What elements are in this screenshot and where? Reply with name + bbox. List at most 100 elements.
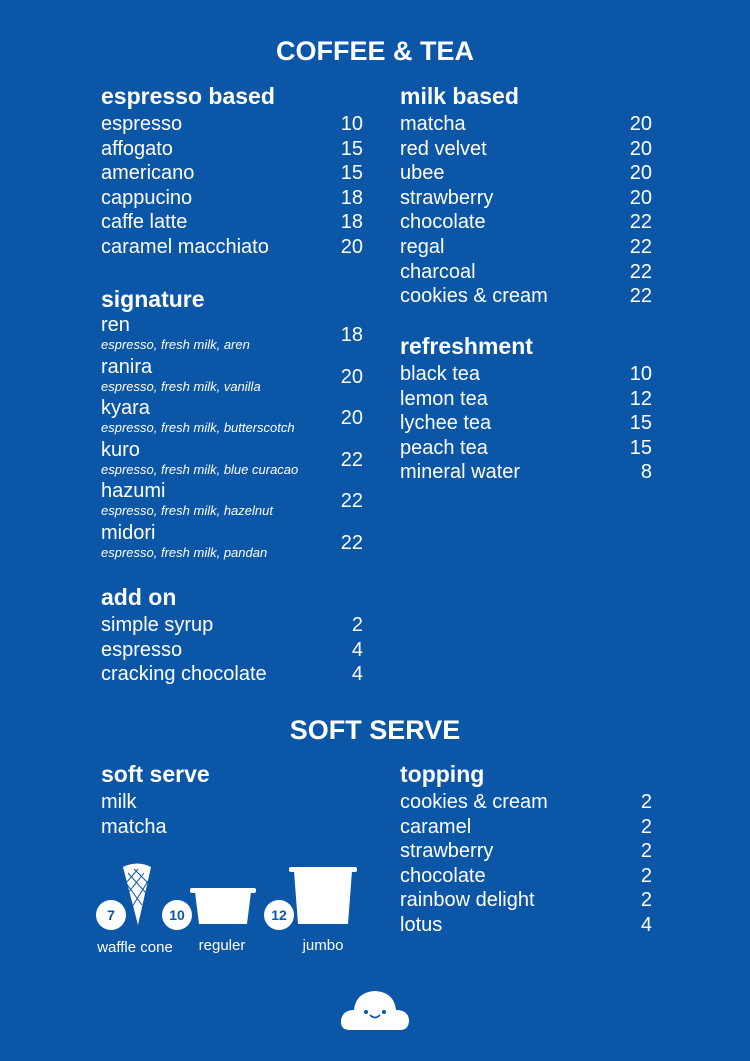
item-name: midori bbox=[101, 521, 156, 544]
menu-item: mineral water 8 bbox=[400, 460, 652, 485]
item-name: espresso bbox=[101, 638, 183, 661]
item-name: matcha bbox=[400, 113, 466, 135]
menu-item: lotus 4 bbox=[400, 913, 652, 938]
signature-item: kyara espresso, fresh milk, butterscotch 2… bbox=[101, 398, 363, 440]
flavor-name: milk bbox=[101, 791, 137, 813]
item-price: 8 bbox=[640, 461, 652, 484]
menu-item: peach tea 15 bbox=[400, 436, 652, 461]
espresso-section: espresso based espresso 10 affogato 15 ameri… bbox=[101, 81, 363, 260]
item-name: ren bbox=[101, 314, 130, 336]
item-price: 15 bbox=[629, 436, 652, 459]
addon-section: add on simple syrup 2 espresso 4 cracking ch… bbox=[101, 582, 363, 687]
item-name: kyara bbox=[101, 397, 150, 419]
price-badge: 12 bbox=[264, 900, 294, 930]
item-name: kuro bbox=[101, 438, 140, 461]
item-price: 2 bbox=[351, 614, 363, 636]
item-price: 20 bbox=[340, 365, 363, 388]
item-price: 22 bbox=[340, 531, 363, 554]
item-name: cookies & cream bbox=[400, 285, 548, 308]
menu-item: affogato 15 bbox=[101, 137, 363, 162]
menu-item: americano 15 bbox=[101, 161, 363, 186]
item-name: cracking chocolate bbox=[101, 663, 267, 686]
item-price: 22 bbox=[629, 260, 652, 283]
item-name: caramel macchiato bbox=[101, 235, 269, 258]
item-description: espresso, fresh milk, pandan bbox=[101, 544, 268, 560]
item-price: 15 bbox=[340, 137, 363, 160]
menu-item: espresso 10 bbox=[101, 112, 363, 137]
item-price: 20 bbox=[629, 113, 652, 135]
signature-item: ranira espresso, fresh milk, vanilla 20 bbox=[101, 355, 363, 399]
section-heading: soft serve bbox=[101, 761, 210, 787]
item-name: lemon tea bbox=[400, 387, 488, 410]
item-name: strawberry bbox=[400, 186, 494, 209]
menu-item: cracking chocolate 4 bbox=[101, 662, 363, 687]
item-price: 18 bbox=[340, 324, 363, 347]
item-name: simple syrup bbox=[101, 614, 214, 636]
item-name: americano bbox=[101, 162, 195, 185]
item-name: caramel bbox=[400, 815, 472, 838]
menu-item: cappucino 18 bbox=[101, 186, 363, 211]
item-price: 4 bbox=[351, 638, 363, 661]
jumbo-cup-icon bbox=[289, 867, 357, 924]
section-heading: signature bbox=[101, 286, 205, 312]
item-price: 22 bbox=[629, 211, 652, 234]
item-price: 22 bbox=[629, 285, 652, 308]
item-price: 15 bbox=[629, 412, 652, 435]
item-price: 20 bbox=[629, 186, 652, 209]
signature-item: kuro espresso, fresh milk, blue curacao 22 bbox=[101, 438, 363, 482]
item-name: ubee bbox=[400, 162, 445, 185]
waffle-cone-icon bbox=[123, 863, 151, 925]
item-price: 2 bbox=[640, 889, 652, 912]
item-price: 20 bbox=[629, 162, 652, 185]
item-name: espresso bbox=[101, 113, 183, 135]
item-name: caffe latte bbox=[101, 211, 188, 234]
item-price: 2 bbox=[640, 815, 652, 838]
section-heading: refreshment bbox=[400, 333, 533, 359]
item-name: peach tea bbox=[400, 436, 488, 459]
item-price: 20 bbox=[340, 235, 363, 258]
item-name: ranira bbox=[101, 355, 153, 378]
menu-item: lemon tea 12 bbox=[400, 387, 652, 412]
menu-item: simple syrup 2 bbox=[101, 613, 363, 638]
refreshment-section: refreshment black tea 10 lemon tea 12 lychee… bbox=[400, 331, 652, 485]
item-price: 20 bbox=[629, 137, 652, 160]
section-heading: add on bbox=[101, 584, 177, 610]
item-name: chocolate bbox=[400, 864, 486, 887]
item-price: 2 bbox=[640, 791, 652, 813]
item-name: regal bbox=[400, 235, 445, 258]
section-heading: milk based bbox=[400, 83, 519, 109]
menu-item: caramel macchiato 20 bbox=[101, 235, 363, 260]
item-price: 22 bbox=[629, 235, 652, 258]
item-price: 22 bbox=[340, 490, 363, 513]
item-name: lotus bbox=[400, 913, 443, 936]
item-name: red velvet bbox=[400, 137, 487, 160]
menu-item: charcoal 22 bbox=[400, 260, 652, 285]
item-name: chocolate bbox=[400, 211, 486, 234]
menu-item: red velvet 20 bbox=[400, 137, 652, 162]
signature-section: signature ren espresso, fresh milk, aren 1… bbox=[101, 284, 363, 564]
item-price: 2 bbox=[640, 864, 652, 887]
menu-item: strawberry 20 bbox=[400, 186, 652, 211]
flavor-name: matcha bbox=[101, 815, 167, 838]
item-price: 4 bbox=[351, 663, 363, 686]
menu-item: caramel 2 bbox=[400, 815, 652, 840]
menu-item: cookies & cream 2 bbox=[400, 790, 652, 815]
milk-section: milk based matcha 20 red velvet 20 ubee 20 str… bbox=[400, 81, 652, 309]
item-price: 4 bbox=[640, 913, 652, 936]
menu-item: black tea 10 bbox=[400, 362, 652, 387]
item-description: espresso, fresh milk, blue curacao bbox=[101, 461, 299, 477]
menu-item: matcha 20 bbox=[400, 112, 652, 137]
size-label: jumbo bbox=[302, 937, 344, 954]
item-name: hazumi bbox=[101, 480, 166, 502]
signature-item: hazumi espresso, fresh milk, hazelnut 22 bbox=[101, 481, 363, 523]
price-badge: 10 bbox=[162, 900, 192, 930]
item-description: espresso, fresh milk, butterscotch bbox=[101, 420, 295, 435]
item-name: rainbow delight bbox=[400, 889, 535, 912]
item-price: 2 bbox=[640, 840, 652, 863]
menu-item: espresso 4 bbox=[101, 638, 363, 663]
price-badge: 7 bbox=[96, 900, 126, 930]
item-price: 10 bbox=[629, 363, 652, 385]
signature-item: midori espresso, fresh milk, pandan 22 bbox=[101, 521, 363, 565]
item-description: espresso, fresh milk, aren bbox=[101, 337, 250, 352]
signature-item: ren espresso, fresh milk, aren 18 bbox=[101, 315, 363, 357]
